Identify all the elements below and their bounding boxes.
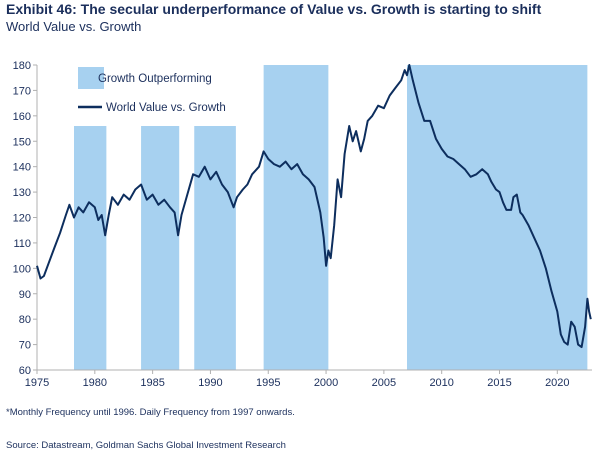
x-tick-label: 1980	[83, 377, 107, 389]
x-tick-label: 2015	[487, 377, 511, 389]
legend-label-growth-outperforming: Growth Outperforming	[98, 73, 212, 85]
x-tick-label: 1985	[140, 377, 164, 389]
x-tick-label: 2020	[545, 377, 569, 389]
y-tick-label: 130	[13, 187, 31, 199]
legend-label-value-vs-growth: World Value vs. Growth	[106, 102, 226, 114]
y-tick-label: 120	[13, 213, 31, 225]
y-tick-label: 110	[13, 238, 31, 250]
source-note: Source: Datastream, Goldman Sachs Global…	[6, 440, 286, 451]
chart-title: Exhibit 46: The secular underperformance…	[6, 1, 542, 17]
y-tick-label: 180	[13, 60, 31, 72]
y-tick-label: 70	[19, 340, 31, 352]
growth-outperforming-band-4	[263, 65, 329, 370]
growth-outperforming-band-5	[407, 65, 588, 370]
y-tick-label: 90	[19, 289, 31, 301]
x-tick-label: 2005	[372, 377, 396, 389]
series-line-1	[36, 64, 592, 349]
legend-swatch-growth-outperforming	[78, 67, 104, 89]
y-tick-label: 170	[13, 85, 31, 97]
growth-outperforming-band-2	[141, 126, 180, 370]
growth-outperforming-band-1	[74, 126, 107, 370]
chart-subtitle: World Value vs. Growth	[6, 19, 142, 34]
y-tick-label: 160	[13, 111, 31, 123]
growth-outperforming-band-3	[194, 126, 236, 370]
y-tick-label: 150	[13, 136, 31, 148]
x-tick-label: 1990	[198, 377, 222, 389]
x-tick-label: 2010	[429, 377, 453, 389]
y-tick-label: 100	[13, 263, 31, 275]
y-tick-label: 80	[19, 314, 31, 326]
x-tick-label: 1995	[256, 377, 280, 389]
frequency-note: *Monthly Frequency until 1996. Daily Fre…	[6, 407, 295, 418]
y-tick-label: 60	[19, 365, 31, 377]
x-tick-label: 1975	[25, 377, 49, 389]
x-tick-label: 2000	[314, 377, 338, 389]
y-tick-label: 140	[13, 162, 31, 174]
